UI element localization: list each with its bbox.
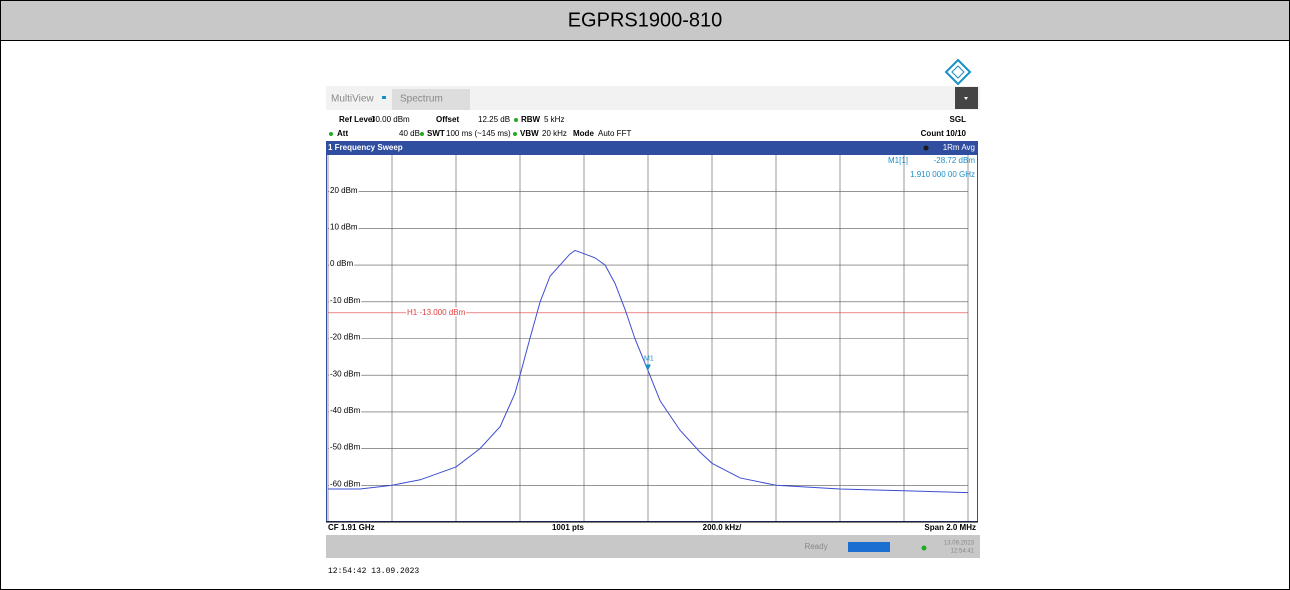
window-title: 1 Frequency Sweep [328, 143, 403, 152]
y-tick-label: -10 dBm [330, 296, 361, 305]
dot [420, 132, 424, 136]
y-tick-label: -50 dBm [330, 443, 361, 452]
value: 100 ms (~145 ms) [446, 129, 511, 138]
marker-label: M1 [644, 355, 654, 362]
menu-arrow [964, 97, 968, 100]
value: Count 10/10 [921, 129, 967, 138]
marker-freq: 1.910 000 00 GHz [910, 170, 975, 179]
marker-name: M1[1] [888, 156, 908, 165]
label: Mode [573, 129, 594, 138]
points: 1001 pts [552, 523, 585, 532]
dot [514, 118, 518, 122]
cf: CF 1.91 GHz [328, 523, 375, 532]
y-tick-label: -60 dBm [330, 479, 361, 488]
value: 5 kHz [544, 115, 564, 124]
label: Att [337, 129, 348, 138]
trace-dot [923, 145, 929, 151]
plot: -60 dBm -50 dBm -40 dBm -30 dBm -20 dBm -10 d… [327, 155, 969, 522]
value: 30.00 dBm [371, 115, 410, 124]
tab-box[interactable] [392, 89, 470, 110]
y-tick-label: -30 dBm [330, 369, 361, 378]
progress [848, 542, 890, 552]
title-bar [0, 0, 1290, 41]
marker [645, 364, 651, 371]
marker-level: -28.72 dBm [934, 156, 976, 165]
y-tick-label: -20 dBm [330, 333, 361, 342]
label: SWT [427, 129, 445, 138]
label: Ref Level [339, 115, 375, 124]
trace [328, 249, 969, 494]
span: Span 2.0 MHz [924, 523, 976, 532]
dot [329, 132, 333, 136]
value: 40 dB [399, 129, 420, 138]
trace-label: 1Rm Avg [943, 143, 975, 152]
y-tick-label: 0 dBm [330, 259, 353, 268]
value: SGL [950, 115, 967, 124]
tab-dot [382, 96, 386, 99]
status-date: 13.09.2023 [944, 541, 975, 547]
dot [513, 132, 517, 136]
plot-frame [326, 154, 978, 522]
div: 200.0 kHz/ [703, 523, 742, 532]
tab[interactable]: Spectrum [400, 94, 443, 105]
value: 20 kHz [542, 129, 567, 138]
y-tick-label: 20 dBm [330, 186, 358, 195]
label: VBW [520, 129, 539, 138]
net-icon [921, 545, 927, 551]
label: Offset [436, 115, 459, 124]
status-bar [326, 535, 980, 558]
timestamp: 12:54:42 13.09.2023 [328, 567, 419, 576]
window-bar [326, 141, 978, 154]
page-title: EGPRS1900-810 [568, 9, 723, 31]
limit-label: H1 -13.000 dBm [407, 308, 466, 317]
status-time: 12:54:41 [951, 549, 975, 555]
tab[interactable]: MultiView [331, 94, 374, 105]
y-tick-label: 10 dBm [330, 223, 358, 232]
value: 12.25 dB [478, 115, 510, 124]
status: Ready [804, 542, 827, 551]
logo [944, 58, 972, 86]
y-tick-label: -40 dBm [330, 406, 361, 415]
label: RBW [521, 115, 541, 124]
value: Auto FFT [598, 129, 631, 138]
